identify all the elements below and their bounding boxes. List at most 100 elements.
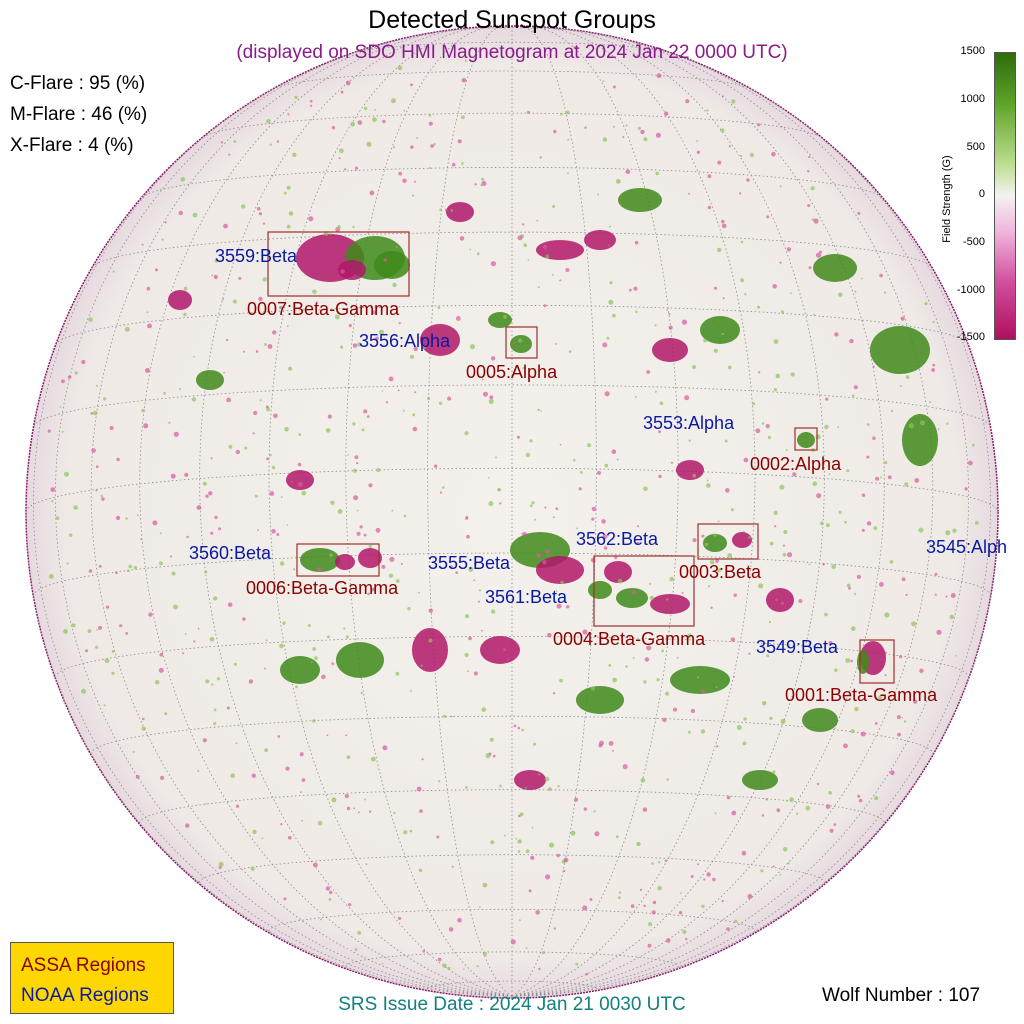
noise-dot [173,431,179,437]
noise-dot [197,770,200,773]
noise-dot [367,592,370,596]
noise-dot [354,455,359,460]
noise-dot [502,314,508,319]
legend-noaa: NOAA Regions [21,985,149,1006]
noise-dot [903,720,907,723]
noise-dot [552,205,556,208]
noise-dot [331,797,337,803]
noise-dot [518,919,521,922]
noise-dot [866,423,870,426]
noise-dot [328,898,332,901]
noise-dot [574,797,578,802]
noise-dot [625,169,631,175]
noise-dot [271,529,276,534]
noise-dot [525,849,530,853]
noise-dot [250,866,255,871]
grid-line [55,305,969,346]
noise-dot [375,527,381,533]
noise-dot [499,502,502,505]
noise-dot [707,205,712,210]
noise-dot [340,90,344,94]
noise-dot [135,775,140,779]
noise-dot [363,409,368,414]
noise-dot [582,905,588,911]
noise-dot [890,694,893,697]
noise-dot [214,258,219,263]
noise-dot [438,780,441,783]
noise-dot [822,563,825,566]
noise-dot [782,544,786,547]
noise-dot [398,916,402,921]
magnetic-patch [286,470,314,490]
noise-dot [357,931,362,935]
c-flare-probability: C-Flare : 95 (%) [10,73,146,94]
noise-dot [451,162,456,167]
grid-line [90,715,934,755]
noise-dot [310,104,313,107]
noise-dot [507,659,510,661]
noise-dot [708,585,711,588]
noise-dot [286,224,291,229]
noise-dot [295,685,298,689]
noise-dot [269,491,275,496]
noise-dot [757,305,760,309]
noise-dot [288,366,293,371]
noise-dot [287,113,290,116]
noise-dot [527,259,530,261]
noise-dot [213,274,218,280]
noise-dot [717,247,722,253]
noise-dot [688,192,690,195]
noise-dot [125,517,128,520]
noise-dot [651,862,654,865]
noise-dot [513,341,516,345]
noise-dot [609,281,613,285]
noise-dot [637,126,642,130]
noise-dot [879,476,882,479]
noise-dot [155,268,158,272]
noise-dot [461,78,467,83]
noise-dot [360,691,363,695]
noise-dot [298,433,302,436]
grid-line [511,26,756,997]
noise-dot [808,563,811,566]
noise-dot [308,216,314,222]
noise-dot [538,967,541,971]
noise-dot [330,500,335,505]
noise-dot [690,875,694,878]
noise-dot [152,520,158,526]
noise-dot [528,889,532,893]
noise-dot [409,829,413,833]
noise-dot [161,238,164,241]
noise-dot [85,649,88,653]
noise-dot [490,261,496,267]
noise-dot [481,629,483,632]
noise-dot [363,533,367,537]
noise-dot [556,853,560,858]
noise-dot [608,741,614,746]
noise-dot [382,119,386,124]
noise-dot [103,704,106,707]
colorbar-tick: 0 [978,188,985,200]
noise-dot [232,299,237,304]
noise-dot [517,839,522,844]
noise-dot [178,210,183,216]
noise-dot [570,830,576,836]
noise-dot [740,240,744,244]
noise-dot [288,835,292,840]
magnetic-patch [616,588,648,608]
magnetic-patch [870,326,930,374]
noise-dot [168,421,171,424]
noise-dot [164,712,168,716]
noise-dot [721,223,727,229]
noise-dot [748,536,751,539]
noise-dot [529,504,533,508]
noise-dot [300,791,302,793]
noise-dot [717,568,722,573]
noise-dot [573,46,577,49]
noise-dot [90,412,93,415]
grid-line [202,112,822,138]
noise-dot [952,528,957,533]
noise-dot [388,573,394,578]
noise-dot [368,544,372,549]
m-flare-probability: M-Flare : 46 (%) [10,104,148,125]
